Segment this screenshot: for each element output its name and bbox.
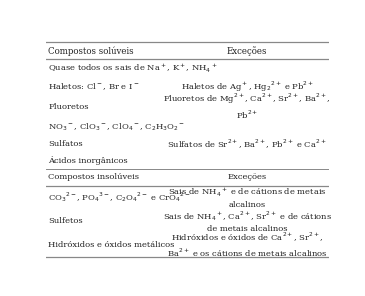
Text: Sulfetos: Sulfetos xyxy=(49,217,83,225)
Text: Sulfatos de Sr$^{2+}$, Ba$^{2+}$, Pb$^{2+}$ e Ca$^{2+}$: Sulfatos de Sr$^{2+}$, Ba$^{2+}$, Pb$^{2… xyxy=(168,138,327,151)
Text: Hidróxidos e óxidos de Ca$^{2+}$, Sr$^{2+}$,
Ba$^{2+}$ e os cátions de metais al: Hidróxidos e óxidos de Ca$^{2+}$, Sr$^{2… xyxy=(167,231,327,259)
Text: Haletos de Ag$^+$, Hg$_2$$^{2+}$ e Pb$^{2+}$: Haletos de Ag$^+$, Hg$_2$$^{2+}$ e Pb$^{… xyxy=(181,79,314,94)
Text: Haletos: Cl$^-$, Br e I$^-$: Haletos: Cl$^-$, Br e I$^-$ xyxy=(49,81,140,92)
Text: Exceções: Exceções xyxy=(227,46,268,56)
Text: CO$_3$$^{2-}$, PO$_4$$^{3-}$, C$_2$O$_4$$^{2-}$ e CrO$_4$$^{2-}$: CO$_3$$^{2-}$, PO$_4$$^{3-}$, C$_2$O$_4$… xyxy=(49,190,191,204)
Text: Sulfatos: Sulfatos xyxy=(49,140,83,148)
Text: Sais de NH$_4$$^+$, Ca$^{2+}$, Sr$^{2+}$ e de cátions
de metais alcalinos: Sais de NH$_4$$^+$, Ca$^{2+}$, Sr$^{2+}$… xyxy=(162,209,332,233)
Text: Ácidos inorgânicos: Ácidos inorgânicos xyxy=(49,156,128,165)
Text: Fluoretos de Mg$^{2+}$, Ca$^{2+}$, Sr$^{2+}$, Ba$^{2+}$,
Pb$^{2+}$: Fluoretos de Mg$^{2+}$, Ca$^{2+}$, Sr$^{… xyxy=(164,92,331,121)
Text: Exceções: Exceções xyxy=(228,173,267,181)
Text: Compostos insolúveis: Compostos insolúveis xyxy=(49,173,139,181)
Text: Fluoretos: Fluoretos xyxy=(49,103,89,111)
Text: Sais de NH$_4$$^+$ e de cátions de metais
alcalinos: Sais de NH$_4$$^+$ e de cátions de metai… xyxy=(168,186,327,209)
Text: Quase todos os sais de Na$^+$, K$^+$, NH$_4$$^+$: Quase todos os sais de Na$^+$, K$^+$, NH… xyxy=(49,62,218,75)
Text: NO$_3$$^-$, ClO$_3$$^-$, ClO$_4$$^-$, C$_2$H$_3$O$_2$$^-$: NO$_3$$^-$, ClO$_3$$^-$, ClO$_4$$^-$, C$… xyxy=(49,122,186,133)
Text: Hidróxidos e óxidos metálicos: Hidróxidos e óxidos metálicos xyxy=(49,241,175,249)
Text: Compostos solúveis: Compostos solúveis xyxy=(49,46,134,56)
